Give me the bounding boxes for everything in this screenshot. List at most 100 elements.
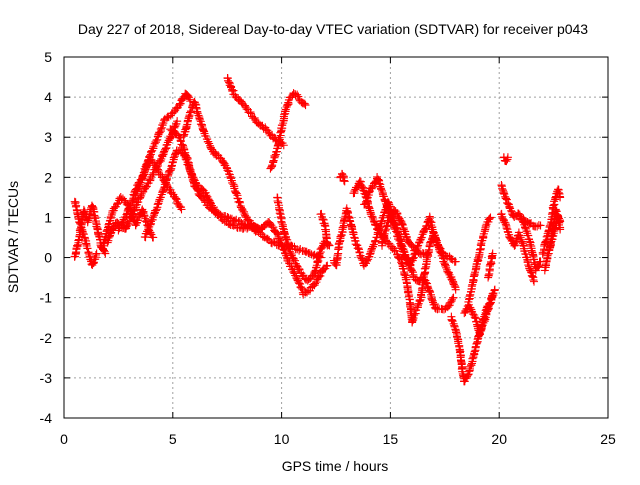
data-point bbox=[171, 194, 180, 203]
chart-title: Day 227 of 2018, Sidereal Day-to-day VTE… bbox=[78, 21, 588, 37]
data-point bbox=[380, 196, 389, 205]
data-point bbox=[83, 244, 92, 253]
data-point bbox=[155, 128, 164, 137]
data-point bbox=[149, 213, 158, 222]
data-point bbox=[372, 221, 381, 230]
data-point bbox=[466, 362, 475, 371]
x-tick-label: 15 bbox=[383, 431, 399, 447]
data-point bbox=[367, 244, 376, 253]
data-point bbox=[282, 235, 291, 244]
data-point bbox=[354, 243, 363, 252]
data-point bbox=[545, 242, 554, 251]
data-point bbox=[301, 101, 310, 110]
y-tick-label: -1 bbox=[40, 290, 53, 306]
data-point bbox=[79, 230, 88, 239]
data-point bbox=[413, 301, 422, 310]
data-point bbox=[527, 268, 536, 277]
data-point bbox=[361, 197, 370, 206]
data-point bbox=[485, 300, 494, 309]
data-point bbox=[521, 223, 530, 232]
data-point bbox=[275, 209, 284, 218]
data-point bbox=[83, 216, 92, 225]
data-point bbox=[450, 281, 459, 290]
data-point bbox=[191, 99, 200, 108]
data-point bbox=[161, 144, 170, 153]
data-point bbox=[524, 231, 533, 240]
data-point bbox=[442, 263, 451, 272]
data-point bbox=[155, 195, 164, 204]
data-point bbox=[447, 315, 456, 324]
data-point bbox=[149, 233, 158, 242]
data-point bbox=[171, 150, 180, 159]
data-point bbox=[366, 247, 375, 256]
data-point bbox=[334, 249, 343, 258]
data-point bbox=[447, 295, 456, 304]
data-point bbox=[186, 107, 195, 116]
y-tick-label: 3 bbox=[44, 129, 52, 145]
data-point bbox=[170, 128, 179, 137]
data-point bbox=[423, 249, 432, 258]
data-point bbox=[271, 152, 280, 161]
data-point bbox=[547, 229, 556, 238]
data-point bbox=[485, 214, 494, 223]
data-point bbox=[99, 239, 108, 248]
data-point bbox=[267, 221, 276, 230]
data-point bbox=[232, 189, 241, 198]
data-point bbox=[524, 261, 533, 270]
y-tick-labels: -4 -3 -2 -1 0 1 2 3 4 5 bbox=[40, 49, 53, 426]
data-point bbox=[279, 245, 288, 254]
data-point bbox=[109, 204, 118, 213]
data-point bbox=[422, 221, 431, 230]
data-point bbox=[274, 141, 283, 150]
data-point bbox=[224, 213, 233, 222]
data-point bbox=[502, 194, 511, 203]
data-point bbox=[340, 177, 349, 186]
data-point bbox=[556, 193, 565, 202]
data-point bbox=[490, 285, 499, 294]
data-point bbox=[418, 248, 427, 257]
data-point bbox=[486, 213, 495, 222]
x-axis-label: GPS time / hours bbox=[282, 458, 389, 474]
data-point bbox=[377, 217, 386, 226]
data-point bbox=[473, 338, 482, 347]
data-point bbox=[286, 247, 295, 256]
data-point bbox=[263, 234, 272, 243]
data-point bbox=[235, 198, 244, 207]
data-point bbox=[277, 218, 286, 227]
data-point bbox=[148, 170, 157, 179]
y-tick-label: -3 bbox=[40, 370, 53, 386]
data-point bbox=[550, 197, 559, 206]
data-point bbox=[115, 224, 124, 233]
data-point bbox=[484, 215, 493, 224]
data-point bbox=[468, 280, 477, 289]
data-point bbox=[534, 262, 543, 271]
data-point bbox=[408, 254, 417, 263]
x-tick-labels: 0 5 10 15 20 25 bbox=[60, 431, 616, 447]
data-point bbox=[195, 115, 204, 124]
y-tick-label: 2 bbox=[44, 169, 52, 185]
x-tick-label: 20 bbox=[491, 431, 507, 447]
data-point bbox=[100, 247, 109, 256]
data-point bbox=[480, 317, 489, 326]
data-point bbox=[467, 361, 476, 370]
data-point bbox=[336, 232, 345, 241]
data-point bbox=[526, 240, 535, 249]
data-point bbox=[323, 261, 332, 270]
data-point bbox=[533, 263, 542, 272]
data-point bbox=[436, 244, 445, 253]
data-point bbox=[432, 237, 441, 246]
y-tick-label: -4 bbox=[40, 410, 53, 426]
data-point bbox=[193, 109, 202, 118]
data-point bbox=[184, 93, 193, 102]
data-point bbox=[163, 138, 172, 147]
data-point bbox=[160, 145, 169, 154]
data-point bbox=[502, 224, 511, 233]
data-point bbox=[420, 264, 429, 273]
data-point bbox=[293, 90, 302, 99]
data-point bbox=[530, 277, 539, 286]
data-point bbox=[527, 246, 536, 255]
data-point bbox=[394, 253, 403, 262]
data-point bbox=[284, 243, 293, 252]
data-point bbox=[554, 212, 563, 221]
